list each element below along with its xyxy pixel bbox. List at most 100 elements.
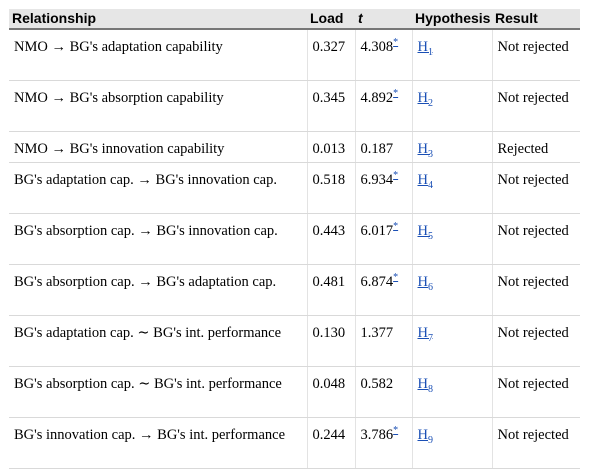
t-value: 4.892: [360, 89, 394, 106]
t-value: 4.308: [360, 39, 394, 55]
t-value: 0.187: [360, 140, 394, 157]
cell-relationship: NMO → BG's absorption capability: [9, 80, 308, 132]
t-value: 6.874: [360, 273, 394, 290]
cell-relationship: BG's absorption cap. → BG's adaptation c…: [9, 264, 308, 316]
hypothesis-number: 6: [427, 281, 433, 293]
hypothesis-letter: H: [417, 39, 428, 55]
cell-hypothesis: H4: [412, 162, 493, 214]
significance-footnote-link[interactable]: *: [393, 87, 399, 99]
cell-relationship: NMO → BG's innovation capability: [9, 131, 308, 163]
hypothesis-number: 7: [427, 332, 433, 344]
cell-result: Not rejected: [492, 162, 580, 214]
cell-hypothesis: H2: [412, 80, 493, 132]
t-value: 6.934: [360, 171, 394, 188]
header-result: Result: [492, 9, 580, 30]
significance-footnote-link[interactable]: *: [393, 169, 399, 181]
hypothesis-link[interactable]: H3: [417, 140, 433, 160]
cell-relationship: BG's absorption cap. ∼ BG's int. perform…: [9, 366, 308, 418]
cell-load: 0.130: [307, 315, 356, 367]
header-t: t: [355, 9, 412, 30]
cell-hypothesis: H5: [412, 213, 493, 265]
cell-relationship: BG's absorption cap. → BG's innovation c…: [9, 213, 308, 265]
hypothesis-link[interactable]: H5: [417, 222, 433, 242]
hypothesis-number: 3: [427, 148, 433, 160]
table-row: BG's absorption cap. → BG's adaptation c…: [9, 264, 580, 316]
table-row: NMO → BG's absorption capability 0.345 4.8…: [9, 80, 580, 132]
table-row: BG's adaptation cap. → BG's innovation c…: [9, 162, 580, 214]
t-value: 6.017: [360, 222, 394, 239]
cell-result: Not rejected: [492, 366, 580, 418]
cell-t: 6.874*: [355, 264, 413, 316]
t-value: 3.786: [360, 426, 394, 443]
table-row: BG's innovation cap. → BG's int. perform…: [9, 417, 580, 469]
hypothesis-link[interactable]: H2: [417, 89, 433, 109]
cell-load: 0.244: [307, 417, 356, 469]
cell-t: 3.786*: [355, 417, 413, 469]
cell-t: 4.308*: [355, 29, 413, 81]
cell-result: Not rejected: [492, 80, 580, 132]
cell-hypothesis: H6: [412, 264, 493, 316]
cell-load: 0.481: [307, 264, 356, 316]
cell-t: 4.892*: [355, 80, 413, 132]
cell-t: 1.377: [355, 315, 413, 367]
cell-load: 0.327: [307, 29, 356, 81]
hypothesis-letter: H: [417, 375, 428, 392]
cell-load: 0.518: [307, 162, 356, 214]
hypothesis-link[interactable]: H1: [417, 39, 433, 57]
cell-result: Not rejected: [492, 213, 580, 265]
header-load: Load: [307, 9, 355, 30]
cell-t: 6.934*: [355, 162, 413, 214]
hypothesis-letter: H: [417, 426, 428, 443]
cell-result: Not rejected: [492, 417, 580, 469]
hypothesis-number: 5: [427, 230, 433, 242]
cell-t: 0.187: [355, 131, 413, 163]
cell-t: 6.017*: [355, 213, 413, 265]
hypothesis-link[interactable]: H6: [417, 273, 433, 293]
hypothesis-link[interactable]: H7: [417, 324, 433, 344]
hypothesis-link[interactable]: H9: [417, 426, 433, 446]
hypothesis-letter: H: [417, 324, 428, 341]
hypothesis-link[interactable]: H8: [417, 375, 433, 395]
cell-relationship: NMO → BG's adaptation capability: [9, 29, 308, 81]
table-body: NMO → BG's adaptation capability 0.327 4.3…: [9, 29, 580, 469]
cell-hypothesis: H7: [412, 315, 493, 367]
hypothesis-number: 4: [427, 179, 433, 191]
header-hypothesis: Hypothesis: [412, 9, 492, 30]
significance-footnote-link[interactable]: *: [393, 271, 399, 283]
hypothesis-letter: H: [417, 222, 428, 239]
cell-result: Rejected: [492, 131, 580, 163]
hypothesis-link[interactable]: H4: [417, 171, 433, 191]
cell-relationship: BG's adaptation cap. → BG's innovation c…: [9, 162, 308, 214]
cell-t: 0.582: [355, 366, 413, 418]
t-value: 1.377: [360, 324, 394, 341]
cell-hypothesis: H3: [412, 131, 493, 163]
cell-hypothesis: H8: [412, 366, 493, 418]
hypothesis-number: 2: [427, 97, 433, 109]
significance-footnote-link[interactable]: *: [393, 220, 399, 232]
table-row: NMO → BG's innovation capability 0.013 0.1…: [9, 131, 580, 163]
table-row: BG's adaptation cap. ∼ BG's int. perform…: [9, 315, 580, 367]
cell-load: 0.345: [307, 80, 356, 132]
cell-relationship: BG's adaptation cap. ∼ BG's int. perform…: [9, 315, 308, 367]
cell-load: 0.013: [307, 131, 356, 163]
table-row: NMO → BG's adaptation capability 0.327 4.3…: [9, 29, 580, 81]
cell-result: Not rejected: [492, 29, 580, 81]
significance-footnote-link[interactable]: *: [393, 37, 399, 49]
cell-load: 0.048: [307, 366, 356, 418]
hypothesis-number: 9: [427, 434, 433, 446]
table-row: BG's absorption cap. ∼ BG's int. perform…: [9, 366, 580, 418]
cell-result: Not rejected: [492, 264, 580, 316]
hypothesis-results-table: Relationship Load t Hypothesis Result NM…: [9, 9, 580, 469]
cell-hypothesis: H9: [412, 417, 493, 469]
significance-footnote-link[interactable]: *: [393, 424, 399, 436]
hypothesis-letter: H: [417, 171, 428, 188]
hypothesis-letter: H: [417, 140, 428, 157]
cell-relationship: BG's innovation cap. → BG's int. perform…: [9, 417, 308, 469]
header-relationship: Relationship: [9, 9, 307, 30]
table-header-row: Relationship Load t Hypothesis Result: [9, 9, 580, 30]
hypothesis-number: 8: [427, 383, 433, 395]
cell-load: 0.443: [307, 213, 356, 265]
hypothesis-letter: H: [417, 273, 428, 290]
table-row: BG's absorption cap. → BG's innovation c…: [9, 213, 580, 265]
hypothesis-letter: H: [417, 89, 428, 106]
